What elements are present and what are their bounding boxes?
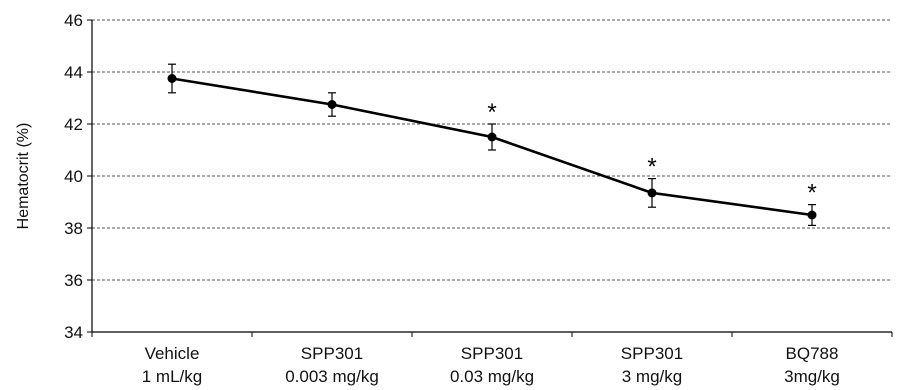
data-point [167, 74, 177, 83]
y-tick-label: 38 [64, 219, 83, 238]
x-tick-label: SPP301 [461, 344, 523, 363]
y-axis-title: Hematocrit (%) [15, 123, 32, 230]
x-tick-label: Vehicle [145, 344, 200, 363]
significance-marker: * [807, 180, 816, 207]
y-tick-label: 36 [64, 271, 83, 290]
x-tick-label: BQ788 [786, 344, 839, 363]
x-tick-label: 3mg/kg [784, 367, 840, 386]
y-axis: Hematocrit (%) 34 36 38 40 42 44 46 [15, 11, 93, 342]
data-point [487, 132, 497, 142]
x-tick-label: 0.003 mg/kg [285, 367, 379, 386]
data-point [647, 188, 657, 198]
x-axis: Vehicle 1 mL/kg SPP301 0.003 mg/kg SPP301 0.0… [91, 331, 893, 386]
y-tick-label: 44 [64, 63, 83, 82]
x-tick-label: 3 mg/kg [622, 367, 682, 386]
x-tick-label: SPP301 [301, 344, 363, 363]
x-tick-label: 0.03 mg/kg [450, 367, 534, 386]
data-point [327, 100, 337, 109]
y-tick-label: 34 [64, 323, 83, 342]
x-tick-label: SPP301 [621, 344, 683, 363]
y-tick-label: 42 [64, 115, 83, 134]
y-tick-label: 46 [64, 11, 83, 30]
data-series: * * * [167, 63, 817, 226]
x-tick-label: 1 mL/kg [142, 367, 202, 386]
significance-marker: * [487, 99, 496, 126]
y-tick-label: 40 [64, 167, 83, 186]
significance-marker: * [647, 154, 656, 181]
data-point [807, 210, 817, 220]
